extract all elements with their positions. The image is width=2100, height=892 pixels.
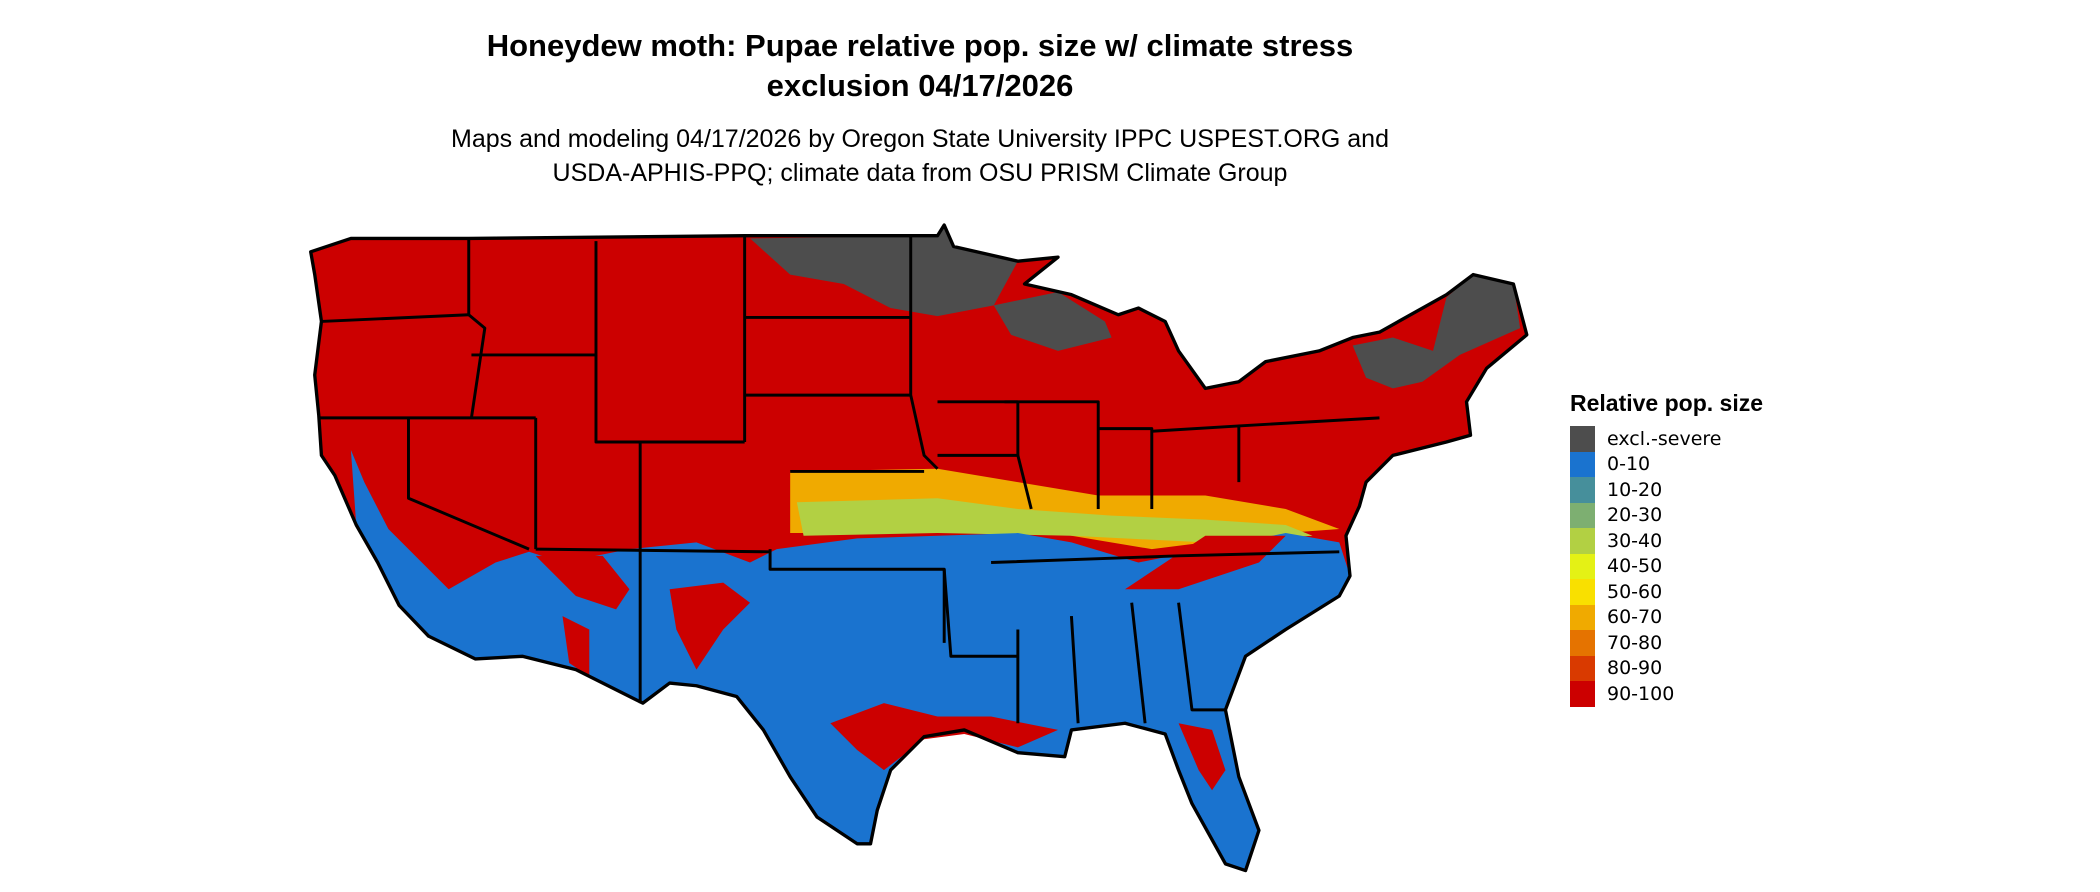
legend-swatch bbox=[1570, 579, 1595, 605]
state-border bbox=[594, 354, 745, 444]
legend-label: 20-30 bbox=[1607, 504, 1663, 527]
legend-swatch bbox=[1570, 681, 1595, 707]
state-border bbox=[991, 550, 1340, 564]
state-border bbox=[909, 235, 939, 470]
legend-item: 40-50 bbox=[1570, 553, 1763, 579]
legend-item: excl.-severe bbox=[1570, 426, 1763, 452]
region-90-100-fl bbox=[1178, 723, 1226, 791]
legend-label: 60-70 bbox=[1607, 606, 1663, 629]
legend-item: 90-100 bbox=[1570, 681, 1763, 707]
legend-swatch bbox=[1570, 502, 1595, 528]
legend: Relative pop. size excl.-severe 0-10 10-20… bbox=[1570, 390, 1763, 707]
state-border bbox=[768, 549, 946, 643]
legend-swatch bbox=[1570, 630, 1595, 656]
state-border bbox=[1151, 424, 1241, 483]
legend-swatch bbox=[1570, 604, 1595, 630]
region-excl-wi bbox=[993, 291, 1112, 351]
legend-swatch bbox=[1570, 451, 1595, 477]
legend-item: 60-70 bbox=[1570, 604, 1763, 630]
legend-swatch bbox=[1570, 655, 1595, 681]
state-border bbox=[321, 313, 469, 323]
legend-label: 90-100 bbox=[1607, 682, 1675, 705]
legend-item: 20-30 bbox=[1570, 502, 1763, 528]
map-title-line2: exclusion 04/17/2026 bbox=[766, 68, 1074, 103]
legend-item: 0-10 bbox=[1570, 451, 1763, 477]
legend-label: 10-20 bbox=[1607, 478, 1663, 501]
legend-item: 10-20 bbox=[1570, 477, 1763, 503]
us-outline bbox=[309, 223, 1529, 873]
state-border bbox=[1177, 602, 1226, 712]
legend-swatch bbox=[1570, 528, 1595, 554]
legend-label: 80-90 bbox=[1607, 657, 1663, 680]
region-excl-mn bbox=[750, 225, 1018, 317]
legend-label: 0-10 bbox=[1607, 453, 1651, 476]
region-90-100-az bbox=[535, 555, 630, 610]
state-border bbox=[535, 547, 771, 554]
legend-label: 70-80 bbox=[1607, 631, 1663, 654]
region-30-40 bbox=[796, 498, 1313, 543]
state-border bbox=[1238, 416, 1380, 428]
region-90-100-nm bbox=[669, 582, 750, 670]
legend-title: Relative pop. size bbox=[1570, 390, 1764, 416]
map-title-line1: Honeydew moth: Pupae relative pop. size … bbox=[486, 28, 1354, 63]
state-border bbox=[1004, 400, 1100, 509]
legend-label: 30-40 bbox=[1607, 529, 1663, 552]
region-90-100-app bbox=[1125, 535, 1286, 590]
legend-label: excl.-severe bbox=[1607, 427, 1722, 450]
legend-label: 50-60 bbox=[1607, 580, 1663, 603]
state-border bbox=[1098, 427, 1154, 509]
legend-label: 40-50 bbox=[1607, 555, 1663, 578]
legend-swatch bbox=[1570, 426, 1595, 452]
legend-swatch bbox=[1570, 553, 1595, 579]
region-excl-ne bbox=[1352, 274, 1521, 389]
legend-item: 70-80 bbox=[1570, 630, 1763, 656]
state-border bbox=[1069, 615, 1080, 724]
region-90-100-az2 bbox=[562, 616, 590, 677]
legend-item: 50-60 bbox=[1570, 579, 1763, 605]
state-border bbox=[407, 417, 530, 551]
region-0-10 bbox=[350, 450, 1351, 871]
state-border bbox=[1130, 602, 1147, 724]
legend-item: 30-40 bbox=[1570, 528, 1763, 554]
legend-swatch bbox=[1570, 477, 1595, 503]
map-subtitle-line2: USDA-APHIS-PPQ; climate data from OSU PR… bbox=[552, 159, 1288, 187]
region-90-100-gulf bbox=[830, 703, 1059, 771]
map-subtitle-line1: Maps and modeling 04/17/2026 by Oregon S… bbox=[451, 125, 1389, 153]
legend-item: 80-90 bbox=[1570, 655, 1763, 681]
state-border bbox=[942, 569, 1018, 658]
state-border bbox=[467, 238, 487, 419]
